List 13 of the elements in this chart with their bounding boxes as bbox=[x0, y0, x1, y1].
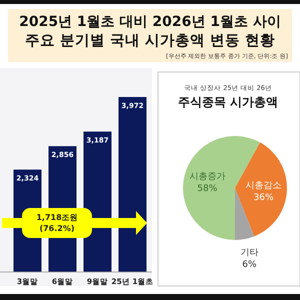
bar bbox=[118, 97, 146, 272]
slice-label: 기타 bbox=[240, 248, 258, 258]
chart-title: 주식종목 시가총액 bbox=[178, 95, 278, 109]
annotation: 1,718조원 (76.2%) bbox=[36, 213, 78, 233]
chart-subtitle: 주요 분기별 국내 시가총액 변동 현황 bbox=[24, 33, 276, 49]
pie-slice bbox=[235, 142, 287, 236]
slice-label: 시총감소 bbox=[246, 180, 282, 191]
data-label: 36% bbox=[254, 192, 274, 203]
data-label: 6% bbox=[242, 260, 257, 270]
chart-title: 2025년 1월초 대비 2026년 1월초 사이 bbox=[19, 14, 281, 30]
slice-label: 시총증가 bbox=[189, 172, 226, 182]
pie-slice bbox=[235, 188, 254, 240]
data-label: 58% bbox=[197, 184, 218, 194]
